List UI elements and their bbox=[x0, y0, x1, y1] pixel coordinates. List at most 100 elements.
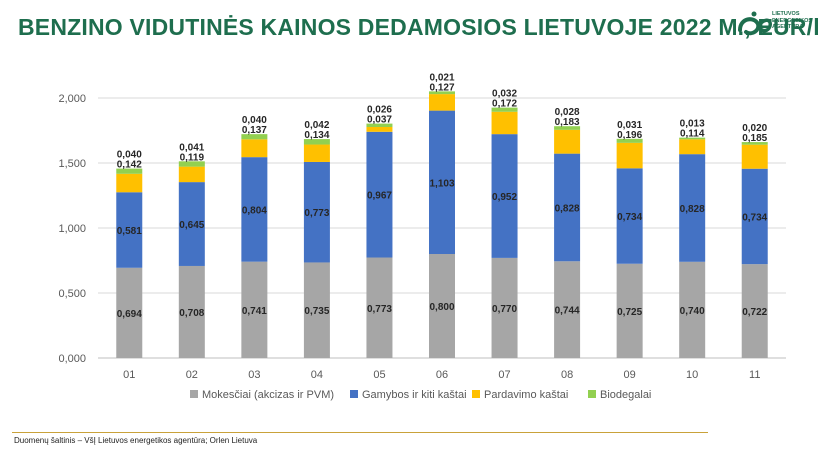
data-label: 0,967 bbox=[367, 191, 392, 202]
lea-logo-icon bbox=[738, 11, 772, 36]
logo-line: ENERGETIKOS bbox=[772, 17, 813, 24]
data-label: 0,142 bbox=[117, 160, 142, 171]
bar-segment bbox=[554, 126, 581, 130]
bar-segment bbox=[303, 139, 330, 145]
data-label: 0,119 bbox=[180, 152, 205, 163]
bar-segment bbox=[616, 142, 643, 169]
bar-segment bbox=[178, 265, 205, 358]
bar-segment bbox=[241, 261, 268, 358]
bar-segment bbox=[429, 254, 455, 358]
bar-segment bbox=[241, 139, 268, 158]
footer-divider bbox=[12, 432, 708, 433]
data-label: 0,172 bbox=[492, 99, 517, 110]
bar-segment bbox=[616, 263, 643, 358]
x-tick-label: 02 bbox=[186, 369, 198, 381]
data-label: 0,694 bbox=[117, 309, 142, 320]
data-label: 0,773 bbox=[304, 208, 329, 219]
bar-segment bbox=[116, 192, 143, 268]
bar-segment bbox=[116, 173, 143, 193]
data-label: 0,804 bbox=[242, 205, 267, 216]
data-label: 0,185 bbox=[742, 133, 767, 144]
data-label: 0,196 bbox=[617, 130, 642, 141]
data-label: 0,741 bbox=[242, 306, 267, 317]
y-tick-label: 1,000 bbox=[58, 223, 86, 235]
x-tick-label: 08 bbox=[561, 369, 573, 381]
legend-label: Gamybos ir kiti kaštai bbox=[362, 389, 467, 401]
bar-segment bbox=[741, 264, 768, 358]
data-label: 0,183 bbox=[555, 117, 580, 128]
legend-label: Mokesčiai (akcizas ir PVM) bbox=[202, 389, 334, 401]
data-label: 0,773 bbox=[367, 304, 392, 315]
legend-label: Biodegalai bbox=[600, 389, 651, 401]
x-tick-label: 01 bbox=[123, 369, 135, 381]
x-tick-label: 10 bbox=[686, 369, 698, 381]
x-tick-label: 06 bbox=[436, 369, 448, 381]
bar-segment bbox=[679, 139, 706, 155]
bar-segment bbox=[741, 142, 768, 145]
bar-segment bbox=[491, 134, 518, 258]
bar-segment bbox=[116, 267, 143, 358]
data-label: 0,042 bbox=[304, 120, 329, 131]
source-note: Duomenų šaltinis – VšĮ Lietuvos energeti… bbox=[14, 436, 258, 445]
data-label: 0,770 bbox=[492, 304, 517, 315]
data-label: 0,744 bbox=[555, 306, 580, 317]
data-label: 0,137 bbox=[242, 125, 267, 136]
data-label: 0,127 bbox=[429, 82, 454, 93]
bar-segment bbox=[679, 137, 706, 140]
data-label: 0,645 bbox=[179, 220, 204, 231]
chart-title: BENZINO VIDUTINĖS KAINOS DEDAMOSIOS LIET… bbox=[18, 14, 820, 40]
x-tick-label: 05 bbox=[373, 369, 385, 381]
data-label: 1,103 bbox=[429, 178, 454, 189]
data-label: 0,725 bbox=[617, 307, 642, 318]
bar-segment bbox=[554, 129, 581, 154]
y-tick-label: 0,500 bbox=[58, 288, 86, 300]
data-label: 0,800 bbox=[429, 302, 454, 313]
x-tick-label: 07 bbox=[498, 369, 510, 381]
bar-segment bbox=[616, 168, 643, 264]
data-label: 0,114 bbox=[680, 129, 705, 140]
logo-line: LIETUVOS bbox=[772, 11, 800, 17]
bar-segment bbox=[429, 110, 455, 254]
data-label: 0,026 bbox=[367, 105, 392, 116]
logo-text: LIETUVOS ENERGETIKOS AGENTŪRA bbox=[772, 11, 812, 31]
data-label: 0,028 bbox=[555, 107, 580, 118]
data-label: 0,032 bbox=[492, 89, 517, 100]
bar-segment bbox=[303, 262, 330, 358]
bar-segment bbox=[178, 161, 205, 167]
bar-segment bbox=[303, 144, 330, 162]
bar-segment bbox=[679, 261, 706, 358]
bar-segment bbox=[178, 182, 205, 266]
bar-segment bbox=[366, 257, 393, 358]
data-label: 0,013 bbox=[680, 119, 705, 130]
legend-swatch bbox=[350, 390, 358, 398]
bar-segment bbox=[554, 153, 581, 262]
data-label: 0,031 bbox=[617, 120, 642, 131]
bar-segment bbox=[178, 166, 205, 183]
data-label: 0,581 bbox=[117, 226, 142, 237]
bar-segment bbox=[429, 91, 455, 95]
bar-segment bbox=[616, 138, 643, 143]
bar-segment bbox=[741, 168, 768, 265]
bar-segment bbox=[366, 126, 393, 132]
data-label: 0,040 bbox=[242, 115, 267, 126]
data-label: 0,041 bbox=[179, 142, 204, 153]
x-tick-label: 11 bbox=[749, 369, 760, 381]
bar-segment bbox=[491, 257, 518, 358]
data-label: 0,722 bbox=[742, 307, 767, 318]
bar-segment bbox=[116, 168, 143, 174]
bar-segment bbox=[366, 123, 393, 127]
data-label: 0,734 bbox=[617, 212, 642, 223]
bar-segment bbox=[429, 94, 455, 111]
logo-line: AGENTŪRA bbox=[772, 24, 804, 31]
bar-segment bbox=[241, 157, 268, 262]
legend-swatch bbox=[588, 390, 596, 398]
data-label: 0,828 bbox=[680, 204, 705, 215]
y-tick-label: 2,000 bbox=[58, 93, 86, 105]
x-tick-label: 09 bbox=[624, 369, 636, 381]
data-label: 0,828 bbox=[555, 203, 580, 214]
data-label: 0,134 bbox=[304, 130, 329, 141]
data-label: 0,040 bbox=[117, 150, 142, 161]
bar-segment bbox=[491, 111, 518, 135]
data-label: 0,952 bbox=[492, 192, 517, 203]
